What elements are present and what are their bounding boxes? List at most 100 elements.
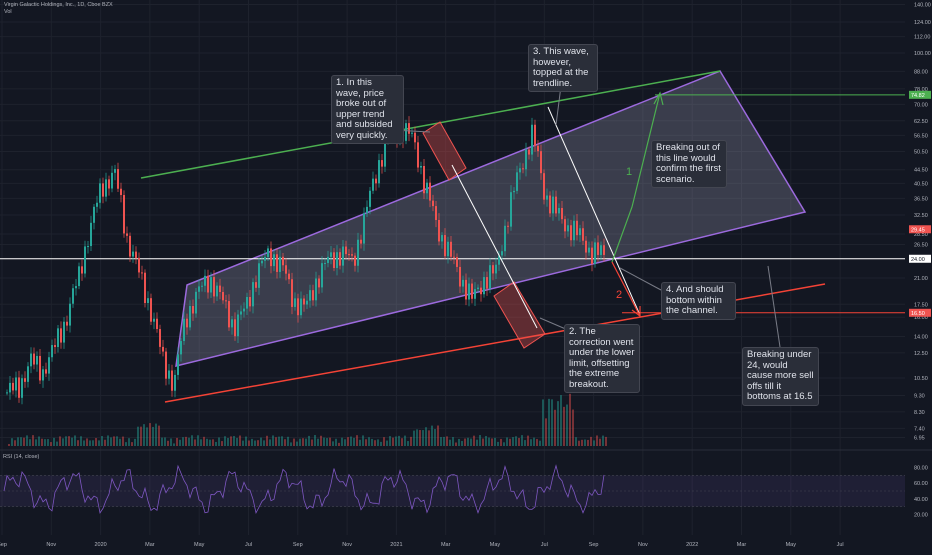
price-tick-label: 9.30 bbox=[914, 393, 925, 399]
candle bbox=[408, 116, 410, 142]
volume-bar bbox=[206, 438, 208, 446]
candle bbox=[594, 238, 596, 268]
candle-body bbox=[114, 169, 116, 173]
volume-bar bbox=[563, 406, 565, 446]
candle bbox=[579, 224, 581, 243]
candle bbox=[147, 291, 149, 311]
volume-bar bbox=[383, 437, 385, 446]
annotation-note-2[interactable]: 2. The correction went under the lower l… bbox=[564, 324, 640, 393]
candle-body bbox=[177, 354, 179, 375]
candle-body bbox=[243, 308, 245, 312]
candle-body bbox=[261, 260, 263, 264]
candle-body bbox=[531, 124, 533, 155]
candle bbox=[111, 165, 113, 193]
volume-bar bbox=[293, 438, 295, 446]
volume-bar bbox=[71, 437, 73, 446]
volume-bar bbox=[263, 440, 265, 446]
volume-bar bbox=[455, 442, 457, 446]
volume-bar bbox=[50, 442, 52, 446]
volume-bar bbox=[542, 399, 544, 446]
candle bbox=[228, 294, 230, 331]
candle bbox=[411, 128, 413, 138]
candle-body bbox=[420, 166, 422, 168]
candle bbox=[180, 338, 182, 362]
volume-bar bbox=[299, 438, 301, 446]
candle-body bbox=[309, 290, 311, 301]
volume-bar bbox=[173, 443, 175, 446]
candle bbox=[480, 280, 482, 302]
candle bbox=[81, 259, 83, 281]
price-tick-label: 10.50 bbox=[914, 376, 928, 382]
candle-body bbox=[150, 298, 152, 322]
candle-body bbox=[588, 247, 590, 253]
volume-bar bbox=[131, 442, 133, 446]
candle-body bbox=[108, 179, 110, 189]
price-tick-label: 140.00 bbox=[914, 2, 931, 8]
candle-body bbox=[381, 160, 383, 167]
candle bbox=[303, 295, 305, 312]
volume-bar bbox=[323, 437, 325, 446]
volume-bar bbox=[212, 439, 214, 446]
volume-bar bbox=[461, 441, 463, 446]
candle bbox=[513, 187, 515, 200]
candle-body bbox=[135, 251, 137, 258]
candle bbox=[462, 275, 464, 293]
path-2-label: 2 bbox=[616, 289, 622, 301]
candle bbox=[294, 292, 296, 311]
volume-bar bbox=[557, 401, 559, 446]
candle-body bbox=[300, 298, 302, 316]
annotation-note-4[interactable]: 4. And should bottom within the channel. bbox=[661, 282, 736, 320]
volume-bar bbox=[500, 438, 502, 446]
volume-bar bbox=[68, 436, 70, 446]
candle bbox=[156, 312, 158, 333]
annotation-note-1[interactable]: 1. In this wave, price broke out of uppe… bbox=[331, 75, 404, 144]
candle-body bbox=[36, 355, 38, 365]
candle bbox=[60, 321, 62, 349]
candle bbox=[258, 257, 260, 296]
candle-body bbox=[174, 374, 176, 391]
candle bbox=[450, 236, 452, 261]
candle-body bbox=[414, 132, 416, 143]
volume-bar bbox=[296, 441, 298, 446]
volume-bar bbox=[506, 437, 508, 446]
candle bbox=[537, 140, 539, 157]
candle bbox=[582, 221, 584, 246]
candle bbox=[447, 236, 449, 264]
volume-bar bbox=[560, 395, 562, 446]
volume-bar bbox=[95, 438, 97, 446]
annotation-note-3[interactable]: 3. This wave, however, topped at the tre… bbox=[528, 44, 598, 92]
candle-body bbox=[507, 225, 509, 227]
volume-bar bbox=[596, 435, 598, 446]
volume-bar bbox=[35, 439, 37, 446]
volume-bar bbox=[191, 435, 193, 446]
volume-bar bbox=[65, 436, 67, 446]
candle-body bbox=[216, 285, 218, 297]
volume-bar bbox=[125, 442, 127, 446]
candle-body bbox=[138, 257, 140, 273]
candle-body bbox=[333, 252, 335, 269]
candle bbox=[507, 221, 509, 234]
annotation-note-5[interactable]: Breaking out of this line would confirm … bbox=[651, 140, 727, 188]
candle bbox=[318, 275, 320, 294]
volume-bar bbox=[449, 439, 451, 446]
volume-bar bbox=[242, 440, 244, 446]
volume-bar bbox=[170, 438, 172, 446]
volume-bar bbox=[182, 437, 184, 446]
annotation-note-6[interactable]: Breaking under 24, would cause more sell… bbox=[742, 347, 819, 406]
candle-body bbox=[294, 298, 296, 307]
candle bbox=[369, 186, 371, 215]
candle-body bbox=[591, 247, 593, 264]
candle-body bbox=[72, 288, 74, 304]
time-tick-label: Sep bbox=[589, 542, 599, 548]
candle bbox=[24, 371, 26, 388]
candle bbox=[600, 241, 602, 260]
candle bbox=[66, 315, 68, 331]
candle bbox=[492, 261, 494, 281]
candle bbox=[516, 165, 518, 194]
candle-body bbox=[315, 278, 317, 301]
candle bbox=[6, 389, 8, 396]
candle bbox=[420, 161, 422, 175]
channel-polygon bbox=[175, 70, 807, 367]
candle bbox=[315, 271, 317, 307]
